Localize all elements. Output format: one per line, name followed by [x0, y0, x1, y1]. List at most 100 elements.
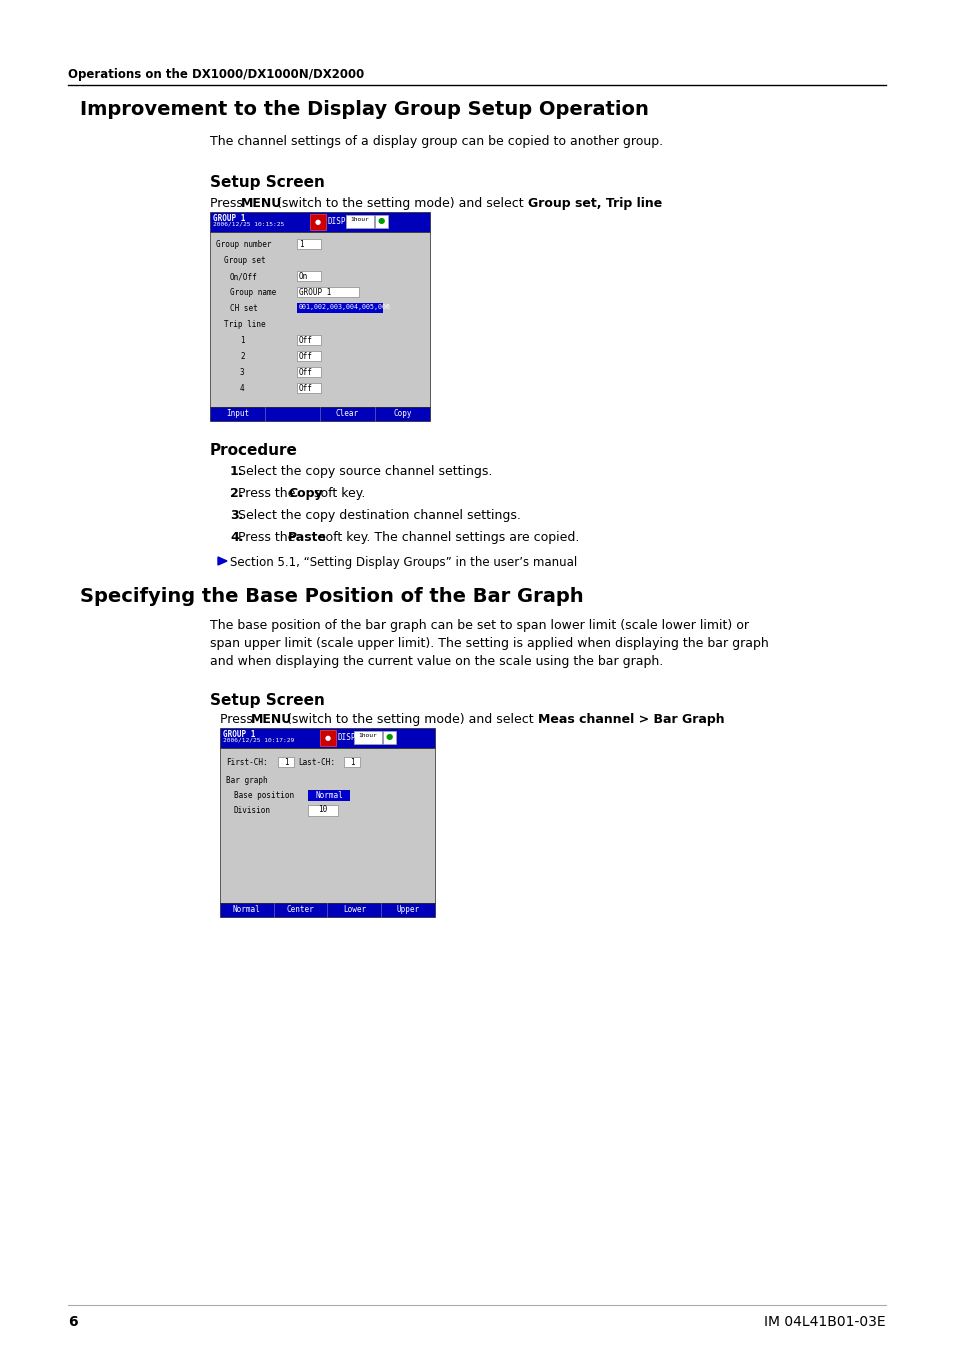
FancyBboxPatch shape: [382, 730, 395, 744]
Text: The channel settings of a display group can be copied to another group.: The channel settings of a display group …: [210, 135, 662, 148]
Text: IM 04L41B01-03E: IM 04L41B01-03E: [763, 1315, 885, 1328]
FancyBboxPatch shape: [296, 335, 320, 346]
Text: Procedure: Procedure: [210, 443, 297, 458]
Text: 1.: 1.: [230, 464, 243, 478]
Text: Clear: Clear: [335, 409, 358, 418]
Text: GROUP 1: GROUP 1: [213, 215, 245, 223]
Text: Copy: Copy: [393, 409, 412, 418]
Text: Normal: Normal: [233, 904, 260, 914]
Text: Center: Center: [287, 904, 314, 914]
FancyBboxPatch shape: [296, 239, 320, 248]
Text: 4.: 4.: [230, 531, 243, 544]
FancyBboxPatch shape: [220, 728, 435, 748]
Text: 2006/12/25 10:15:25: 2006/12/25 10:15:25: [213, 221, 284, 227]
Text: 10: 10: [318, 806, 327, 814]
Text: GROUP 1: GROUP 1: [223, 730, 255, 738]
Text: 3: 3: [240, 369, 244, 377]
Text: 1: 1: [240, 336, 244, 346]
Text: span upper limit (scale upper limit). The setting is applied when displaying the: span upper limit (scale upper limit). Th…: [210, 637, 768, 649]
FancyBboxPatch shape: [344, 757, 359, 767]
Text: ●: ●: [377, 216, 384, 225]
Text: 1: 1: [283, 757, 288, 767]
Text: Section 5.1, “Setting Display Groups” in the user’s manual: Section 5.1, “Setting Display Groups” in…: [230, 556, 577, 568]
Text: Press the: Press the: [237, 487, 299, 500]
Text: 1hour: 1hour: [358, 733, 377, 738]
Text: Off: Off: [298, 369, 313, 377]
Text: First-CH:: First-CH:: [226, 757, 268, 767]
FancyBboxPatch shape: [296, 383, 320, 393]
FancyBboxPatch shape: [296, 367, 320, 377]
Text: 001,002,003,004,005,006: 001,002,003,004,005,006: [298, 304, 391, 310]
Text: Division: Division: [233, 806, 271, 815]
Text: Press: Press: [220, 713, 256, 726]
Text: 6: 6: [68, 1315, 77, 1328]
Text: soft key.: soft key.: [310, 487, 365, 500]
Text: Select the copy destination channel settings.: Select the copy destination channel sett…: [237, 509, 520, 522]
Text: The base position of the bar graph can be set to span lower limit (scale lower l: The base position of the bar graph can b…: [210, 620, 748, 632]
FancyBboxPatch shape: [296, 271, 320, 281]
FancyBboxPatch shape: [220, 903, 435, 917]
FancyBboxPatch shape: [277, 757, 294, 767]
Text: 2006/12/25 10:17:29: 2006/12/25 10:17:29: [223, 738, 294, 742]
Text: ●: ●: [314, 219, 321, 225]
Text: MENU: MENU: [251, 713, 292, 726]
Text: Improvement to the Display Group Setup Operation: Improvement to the Display Group Setup O…: [80, 100, 648, 119]
FancyBboxPatch shape: [308, 805, 337, 815]
Text: 1: 1: [350, 757, 354, 767]
FancyBboxPatch shape: [346, 215, 374, 228]
Text: 2.: 2.: [230, 487, 243, 500]
FancyBboxPatch shape: [354, 730, 381, 744]
Text: On: On: [298, 271, 308, 281]
FancyBboxPatch shape: [210, 406, 430, 421]
Text: Copy: Copy: [288, 487, 322, 500]
Text: 1: 1: [298, 240, 303, 248]
Text: 3.: 3.: [230, 509, 243, 522]
Text: On/Off: On/Off: [230, 271, 257, 281]
Text: (switch to the setting mode) and select: (switch to the setting mode) and select: [273, 197, 527, 211]
Text: Group set, Trip line: Group set, Trip line: [527, 197, 661, 211]
Text: soft key. The channel settings are copied.: soft key. The channel settings are copie…: [315, 531, 579, 544]
FancyBboxPatch shape: [319, 730, 335, 747]
Text: Press the: Press the: [237, 531, 299, 544]
Text: Group set: Group set: [224, 256, 265, 265]
Text: Base position: Base position: [233, 791, 294, 801]
FancyBboxPatch shape: [296, 288, 358, 297]
Text: Off: Off: [298, 352, 313, 360]
Text: CH set: CH set: [230, 304, 257, 313]
Text: Bar graph: Bar graph: [226, 776, 268, 784]
Text: Off: Off: [298, 383, 313, 393]
Text: Input: Input: [226, 409, 249, 418]
Text: Lower: Lower: [342, 904, 366, 914]
Text: Select the copy source channel settings.: Select the copy source channel settings.: [237, 464, 492, 478]
FancyBboxPatch shape: [220, 748, 435, 903]
FancyBboxPatch shape: [310, 215, 326, 230]
Text: DISP: DISP: [337, 733, 356, 743]
FancyBboxPatch shape: [296, 302, 382, 313]
Text: Paste: Paste: [288, 531, 327, 544]
Text: (switch to the setting mode) and select: (switch to the setting mode) and select: [283, 713, 537, 726]
Text: Off: Off: [298, 336, 313, 346]
Text: Last-CH:: Last-CH:: [297, 757, 335, 767]
FancyBboxPatch shape: [375, 215, 388, 228]
Text: Specifying the Base Position of the Bar Graph: Specifying the Base Position of the Bar …: [80, 587, 583, 606]
FancyBboxPatch shape: [308, 790, 350, 801]
Text: Press: Press: [210, 197, 247, 211]
Text: Meas channel > Bar Graph: Meas channel > Bar Graph: [537, 713, 724, 726]
FancyBboxPatch shape: [296, 351, 320, 360]
Text: Group number: Group number: [215, 240, 272, 248]
Text: ●: ●: [385, 733, 393, 741]
Polygon shape: [218, 558, 227, 566]
Text: 1hour: 1hour: [351, 217, 369, 221]
Text: Trip line: Trip line: [224, 320, 265, 329]
Text: 2: 2: [240, 352, 244, 360]
Text: Normal: Normal: [314, 791, 342, 799]
Text: Setup Screen: Setup Screen: [210, 693, 325, 707]
Text: 4: 4: [240, 383, 244, 393]
Text: Upper: Upper: [396, 904, 419, 914]
Text: DISP: DISP: [328, 217, 346, 225]
Text: ●: ●: [325, 734, 331, 741]
FancyBboxPatch shape: [210, 212, 430, 232]
Text: and when displaying the current value on the scale using the bar graph.: and when displaying the current value on…: [210, 655, 662, 668]
Text: GROUP 1: GROUP 1: [298, 288, 331, 297]
Text: Setup Screen: Setup Screen: [210, 176, 325, 190]
